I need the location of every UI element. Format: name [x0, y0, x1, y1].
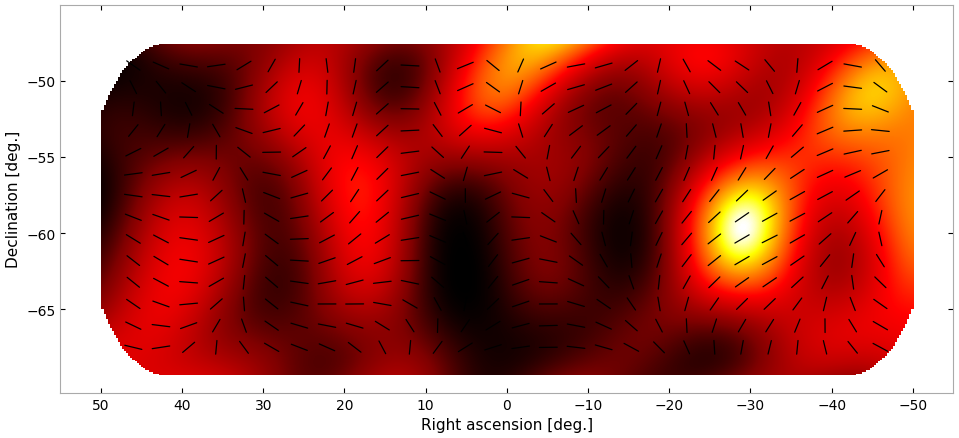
- Y-axis label: Declination [deg.]: Declination [deg.]: [6, 131, 20, 268]
- X-axis label: Right ascension [deg.]: Right ascension [deg.]: [421, 417, 593, 432]
